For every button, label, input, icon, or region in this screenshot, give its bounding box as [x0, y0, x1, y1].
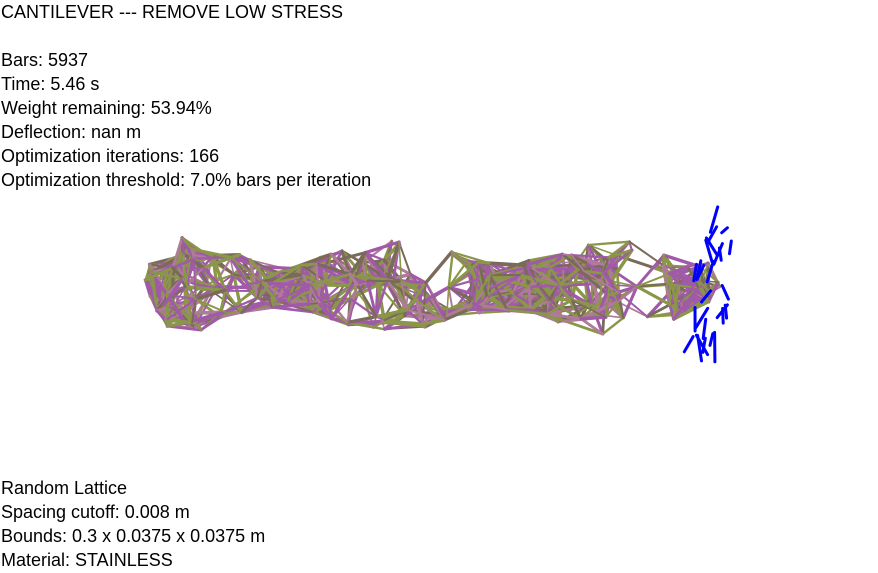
lattice-bars [145, 238, 719, 334]
lattice-bar [663, 255, 664, 265]
lattice-bar [588, 242, 629, 245]
stat-deflection: Deflection: nan m [1, 121, 141, 143]
title-text: CANTILEVER --- REMOVE LOW STRESS [1, 1, 343, 23]
lattice-bar [618, 293, 619, 302]
stat-optimization-threshold: Optimization threshold: 7.0% bars per it… [1, 169, 371, 191]
stat-time: Time: 5.46 s [1, 73, 99, 95]
stat-bars: Bars: 5937 [1, 49, 88, 71]
cantilever-lattice [120, 205, 760, 370]
lattice-bar [562, 254, 571, 255]
load-arrow [730, 241, 732, 254]
load-arrow [723, 309, 724, 324]
load-arrow [722, 228, 728, 233]
load-arrow [684, 337, 693, 352]
lattice-3d-viewport[interactable] [120, 205, 760, 370]
lattice-bar [426, 252, 452, 283]
lattice-bar [302, 264, 317, 265]
bounds: Bounds: 0.3 x 0.0375 x 0.0375 m [1, 525, 265, 547]
load-arrow [719, 248, 721, 260]
stat-weight-remaining: Weight remaining: 53.94% [1, 97, 212, 119]
lattice-bar [489, 263, 525, 265]
lattice-bar [271, 284, 311, 286]
lattice-bar [385, 323, 423, 324]
lattice-bar [529, 287, 531, 310]
lattice-bar [166, 320, 192, 322]
load-arrow [722, 286, 728, 300]
lattice-type: Random Lattice [1, 477, 127, 499]
load-arrow [710, 334, 713, 346]
lattice-bar [603, 318, 624, 334]
material: Material: STAINLESS [1, 549, 173, 571]
lattice-bar [581, 317, 606, 319]
spacing-cutoff: Spacing cutoff: 0.008 m [1, 501, 190, 523]
load-arrow [703, 319, 706, 338]
stat-optimization-iterations: Optimization iterations: 166 [1, 145, 219, 167]
